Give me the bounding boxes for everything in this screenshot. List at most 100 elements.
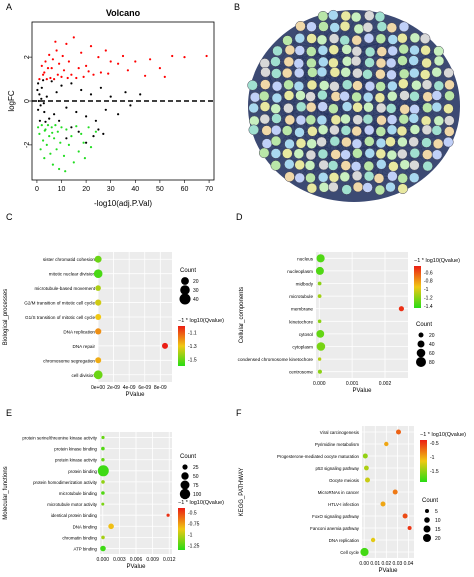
bubble [101,458,105,462]
network-node [316,114,328,126]
data-point-ns [102,132,105,135]
network-node [432,138,444,150]
x-tick-label: 6e-09 [138,385,151,391]
network-node [339,20,351,32]
y-tick-label: -2 [24,142,31,148]
network-node [409,91,420,102]
data-point-down [62,154,66,157]
network-node [411,79,422,91]
network-node [373,173,385,184]
bubble [398,306,404,312]
y-axis-label: KEGG_PATHWAY [239,468,245,517]
category-label: MicroRNAs in cancer [318,490,360,495]
x-tick-label: 0.006 [130,557,143,563]
y-axis-label: Molecular_functions [3,466,9,519]
color-legend-bar [178,326,185,366]
data-point-ns [65,137,68,140]
bubble [95,328,102,335]
network-node [341,79,353,90]
network-node [295,90,306,101]
network-node [375,126,387,137]
network-node [398,78,409,89]
size-legend-dot [182,464,188,470]
size-legend-title: Count [180,268,196,274]
data-point-up [163,75,166,78]
bubble [362,453,368,459]
network-node [408,55,419,66]
category-label: protein kinase binding [54,447,97,452]
network-node [375,68,386,80]
network-node [306,21,317,32]
color-legend-label: -1.25 [188,544,200,550]
category-label: cell division [72,373,96,378]
data-point-up [65,42,68,46]
panel-label-c: C [6,212,13,222]
data-point-ns [50,80,53,83]
network-node [399,104,410,115]
data-point-ns [37,108,40,111]
network-node [295,138,307,149]
network-node [396,125,408,137]
network-node [350,11,362,23]
data-point-down [60,126,63,129]
size-legend-label: 10 [435,518,441,524]
y-axis-label: logFC [7,90,16,112]
network-node [385,136,396,147]
category-label: nucleus [297,256,314,261]
size-legend-label: 15 [435,527,441,533]
network-node [433,45,444,57]
color-legend-title: −1 * log10(Qvalue) [178,500,224,506]
data-point-up [89,45,93,48]
network-node [387,45,398,57]
data-point-ns [80,88,83,92]
size-legend-label: 75 [193,483,199,489]
category-label: DNA binding [73,524,98,529]
category-label: Fanconi anemia pathway [310,526,360,531]
network-node [363,160,375,172]
network-node [281,67,293,79]
network-node [305,149,317,161]
network-node [283,102,294,114]
bubble [316,254,325,263]
category-label: nucleoplasm [287,269,313,274]
category-label: protein binding [68,469,97,474]
chart-title: Volcano [106,8,141,18]
network-node [398,21,410,33]
data-point-down [70,135,73,138]
network-node [376,21,388,32]
size-legend-label: 40 [193,297,199,303]
data-point-down [83,157,86,160]
network-node [295,114,307,126]
data-point-down [43,129,46,132]
network-node [422,91,433,102]
size-legend-label: 40 [429,342,435,348]
data-point-up [62,69,66,72]
bubble [402,513,408,519]
bubble [370,537,376,543]
network-node [341,101,353,112]
network-node [431,101,443,113]
network-node [444,115,455,126]
category-label: centrosome [289,370,313,375]
data-point-up [82,75,85,78]
network-node [330,114,342,126]
data-point-up [87,70,90,73]
network-node [352,114,363,125]
size-legend-label: 50 [193,474,199,480]
network-node [399,90,410,101]
network-node [271,113,282,124]
data-point-up [44,60,47,63]
go-cc-bubble-chart: nucleus nucleoplasm midbody microtubule memb… [238,252,460,394]
x-tick-label: 0.01 [370,561,380,567]
category-label: chromatin binding [62,535,97,540]
data-point-up [61,54,64,58]
data-point-ns [97,128,100,131]
network-node [375,33,387,44]
network-node [420,115,432,127]
data-point-up [58,62,61,65]
data-point-ns [70,82,73,85]
network-node [398,113,410,125]
x-axis-label: PValue [379,568,399,574]
network-node [317,10,329,22]
data-point-up [205,54,208,58]
